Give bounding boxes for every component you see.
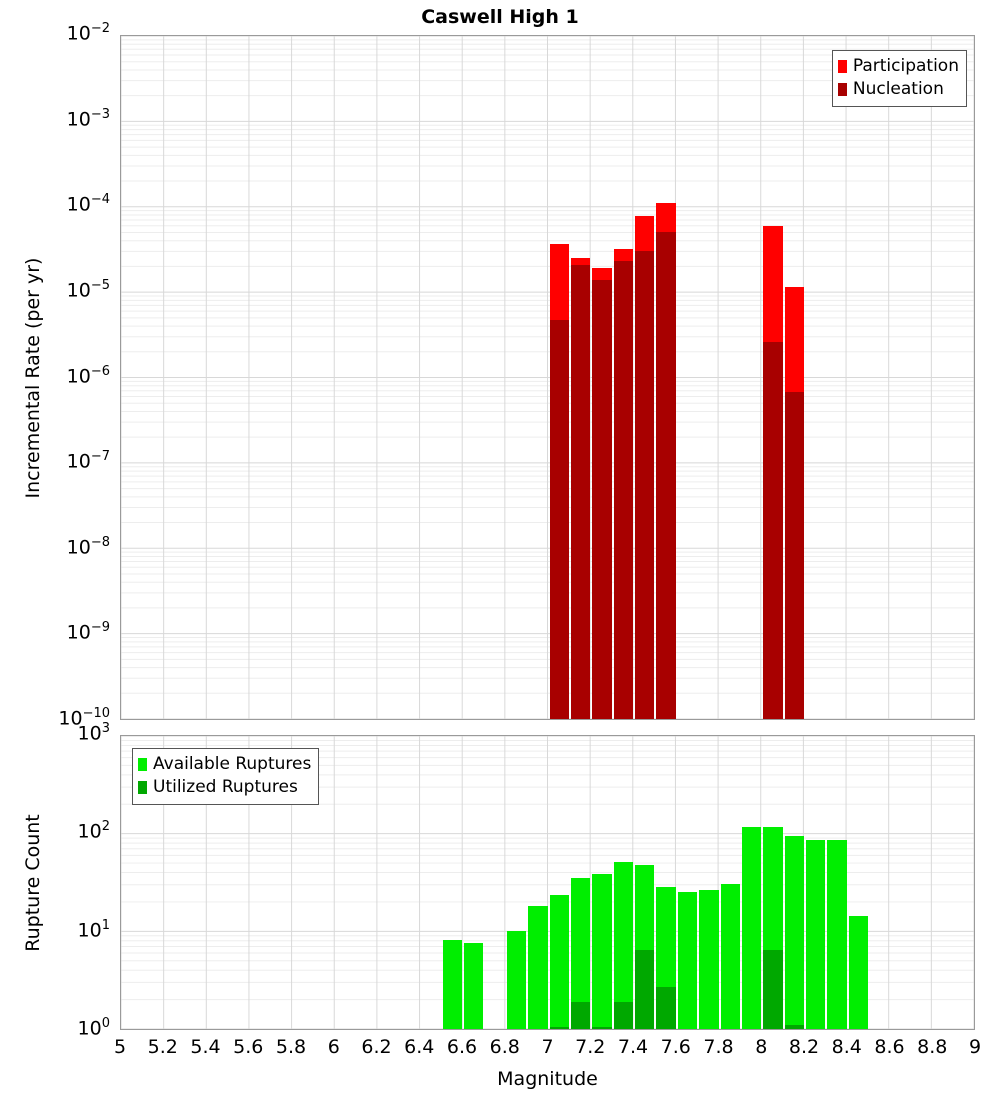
legend-label: Participation	[852, 56, 959, 76]
y-tick-label: 10−7	[66, 449, 110, 473]
x-tick-label: 7.6	[660, 1036, 691, 1058]
legend-swatch-icon	[138, 758, 147, 771]
bar-available-ruptures	[442, 940, 462, 1029]
bar-utilized-ruptures	[784, 1024, 804, 1029]
legend-label: Available Ruptures	[153, 754, 312, 774]
y-tick-label: 10−4	[66, 192, 110, 216]
bar-utilized-ruptures	[613, 1001, 633, 1029]
bar-available-ruptures	[784, 836, 804, 1029]
bars-top	[121, 36, 974, 719]
bar-available-ruptures	[528, 905, 548, 1029]
bar-available-ruptures	[570, 878, 591, 1029]
legend-entry: Participation	[837, 55, 959, 78]
y-tick-label: 10−3	[66, 106, 110, 130]
bar-available-ruptures	[549, 895, 569, 1029]
bar-utilized-ruptures	[549, 1026, 569, 1029]
bar-nucleation	[763, 342, 783, 719]
x-tick-label: 6.8	[489, 1036, 520, 1058]
x-tick-label: 9	[968, 1036, 982, 1058]
x-tick-label: 5.2	[147, 1036, 178, 1058]
incremental-rate-plot	[120, 35, 975, 720]
y-tick-label: 10−8	[66, 534, 110, 559]
bar-utilized-ruptures	[763, 949, 783, 1029]
y-tick-label: 10−2	[66, 21, 110, 45]
y-tick-label: 101	[77, 917, 110, 941]
bar-available-ruptures	[806, 839, 826, 1029]
x-tick-label: 6.2	[361, 1036, 392, 1058]
bar-available-ruptures	[677, 891, 698, 1029]
x-tick-label: 8.2	[788, 1036, 820, 1058]
legend-entry: Nucleation	[837, 78, 959, 101]
x-tick-label: 8	[755, 1036, 768, 1058]
legend-swatch-icon	[837, 60, 847, 73]
bars-bottom	[121, 736, 974, 1029]
x-tick-label: 5.4	[190, 1036, 221, 1058]
bar-nucleation	[549, 319, 569, 719]
legend-label: Nucleation	[852, 79, 944, 99]
y-tick-label: 10−6	[66, 363, 110, 387]
legend-swatch-icon	[138, 781, 147, 794]
x-tick-label: 6.4	[404, 1036, 435, 1058]
bar-nucleation	[570, 265, 591, 719]
bar-available-ruptures	[464, 942, 484, 1029]
bar-available-ruptures	[613, 861, 633, 1029]
bar-nucleation	[656, 231, 676, 719]
x-tick-label: 8.4	[831, 1036, 862, 1058]
x-tick-label: 6.6	[446, 1036, 478, 1058]
rupture-count-plot	[120, 735, 975, 1030]
legend-entry: Available Ruptures	[138, 753, 311, 776]
y-tick-label: 10−5	[66, 277, 110, 302]
y-tick-label: 10−9	[66, 620, 110, 644]
bar-nucleation	[784, 391, 804, 719]
x-tick-label: 5.6	[233, 1036, 264, 1058]
x-tick-label: 7.4	[617, 1036, 649, 1058]
bar-available-ruptures	[506, 930, 527, 1029]
bar-utilized-ruptures	[656, 986, 676, 1029]
legend-entry: Utilized Ruptures	[138, 776, 311, 799]
bar-nucleation	[613, 260, 633, 719]
legend-bottom: Available Ruptures Utilized Ruptures	[132, 748, 320, 805]
bar-nucleation	[635, 251, 655, 719]
x-tick-label: 7.2	[575, 1036, 606, 1058]
bar-available-ruptures	[720, 883, 740, 1029]
y-tick-label: 102	[77, 819, 110, 843]
bar-available-ruptures	[699, 889, 719, 1029]
y-tick-label: 10−10	[58, 706, 110, 730]
bar-available-ruptures	[592, 873, 612, 1029]
bar-available-ruptures	[827, 840, 847, 1029]
x-tick-label: 8.8	[917, 1036, 948, 1058]
y-tick-label: 100	[77, 1016, 110, 1040]
x-tick-label: 7	[541, 1036, 554, 1058]
x-tick-label: 5.8	[275, 1036, 307, 1058]
x-tick-label: 5	[113, 1036, 127, 1058]
legend-top: Participation Nucleation	[831, 50, 967, 107]
x-tick-label: 6	[327, 1036, 340, 1058]
bar-utilized-ruptures	[635, 950, 655, 1029]
x-axis-title: Magnitude	[497, 1068, 598, 1090]
x-tick-label: 7.8	[703, 1036, 734, 1058]
bar-utilized-ruptures	[592, 1026, 612, 1029]
bar-utilized-ruptures	[570, 1001, 591, 1029]
bar-available-ruptures	[741, 827, 762, 1029]
legend-label: Utilized Ruptures	[153, 777, 298, 797]
x-tick-label: 8.6	[874, 1036, 905, 1058]
y-tick-label: 103	[77, 721, 110, 745]
bar-available-ruptures	[848, 916, 869, 1029]
figure-title: Caswell High 1	[421, 6, 579, 28]
legend-swatch-icon	[837, 83, 847, 96]
bar-nucleation	[592, 279, 612, 719]
